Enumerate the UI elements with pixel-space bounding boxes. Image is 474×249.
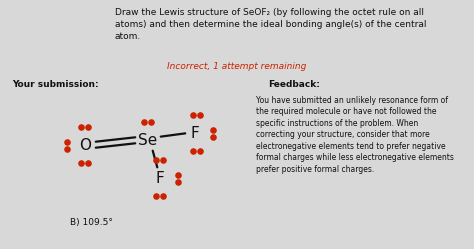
Point [85,125,92,129]
Point [190,149,197,153]
Point [160,194,167,198]
Text: Feedback:: Feedback: [268,80,320,89]
Text: B) 109.5°: B) 109.5° [70,218,113,227]
Text: Draw the Lewis structure of SeOF₂ (by following the octet rule on all
atoms) and: Draw the Lewis structure of SeOF₂ (by fo… [115,8,427,41]
Point [148,120,155,124]
Point [85,161,92,165]
Point [63,146,71,150]
Point [153,194,160,198]
Text: F: F [155,171,164,186]
Text: Your submission:: Your submission: [12,80,99,89]
Point [174,180,182,184]
Point [63,139,71,143]
Point [209,134,217,138]
Text: F: F [191,125,200,140]
Text: O: O [79,137,91,152]
Point [160,158,167,162]
Point [197,113,204,117]
Point [197,149,204,153]
Point [174,173,182,177]
Point [141,120,148,124]
Point [190,113,197,117]
Point [78,161,85,165]
Point [153,158,160,162]
Text: Se: Se [138,132,158,147]
Text: Incorrect, 1 attempt remaining: Incorrect, 1 attempt remaining [167,62,307,71]
Point [209,127,217,131]
Text: You have submitted an unlikely resonance form of
the required molecule or have n: You have submitted an unlikely resonance… [256,96,454,174]
Point [78,125,85,129]
